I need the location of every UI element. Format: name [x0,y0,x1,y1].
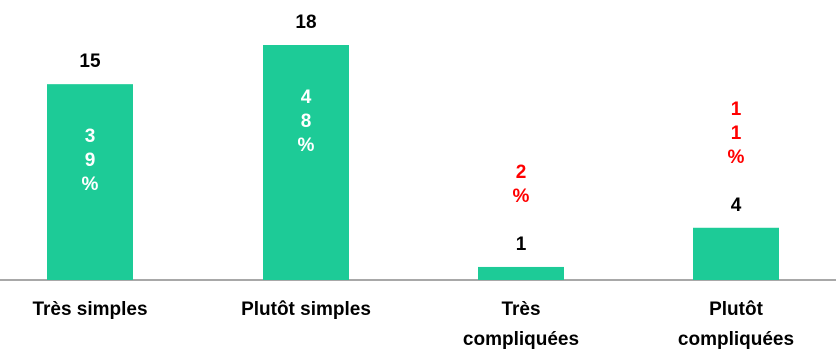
bar-plutot-simples [263,45,349,280]
count-label-plutot-compliquees: 4 [731,195,742,216]
bar-tres-simples [47,84,133,281]
percent-label-tres-compliquees: 2% [513,162,530,207]
count-label-plutot-simples: 18 [295,12,316,33]
labels-group: 15 3 9 % Très simples 18 4 8 % Plutôt simples 1 2 % T… [32,12,794,350]
category-label-plutot-compliquees: Plutôt compliquées [678,299,794,350]
category-label-plutot-simples: Plutôt simples [241,299,371,320]
bars-group [47,45,779,281]
count-label-tres-compliquees: 1 [516,234,527,255]
category-label-tres-simples: Très simples [32,299,147,320]
percent-label-plutot-compliquees: 1 1% [728,99,745,168]
percent-label-plutot-simples: 4 8% [298,87,315,156]
percent-label-tres-simples: 3 9% [82,126,99,195]
bar-tres-compliquees [478,266,564,280]
count-label-tres-simples: 15 [79,51,101,72]
bar-plutot-compliquees [693,227,779,280]
category-label-tres-compliquees: Très compliquées [463,299,579,350]
